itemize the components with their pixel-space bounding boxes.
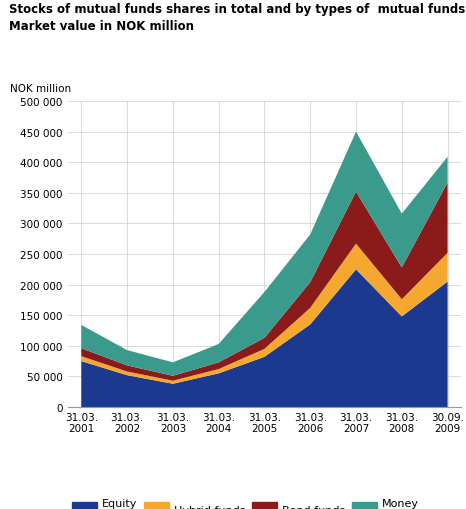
Text: Market value in NOK million: Market value in NOK million — [9, 20, 194, 33]
Text: Stocks of mutual funds shares in total and by types of  mutual funds.: Stocks of mutual funds shares in total a… — [9, 3, 466, 15]
Text: NOK million: NOK million — [10, 84, 72, 94]
Legend: Equity
funds, Hybrid funds, Bond funds, Money
market funds: Equity funds, Hybrid funds, Bond funds, … — [72, 498, 457, 509]
